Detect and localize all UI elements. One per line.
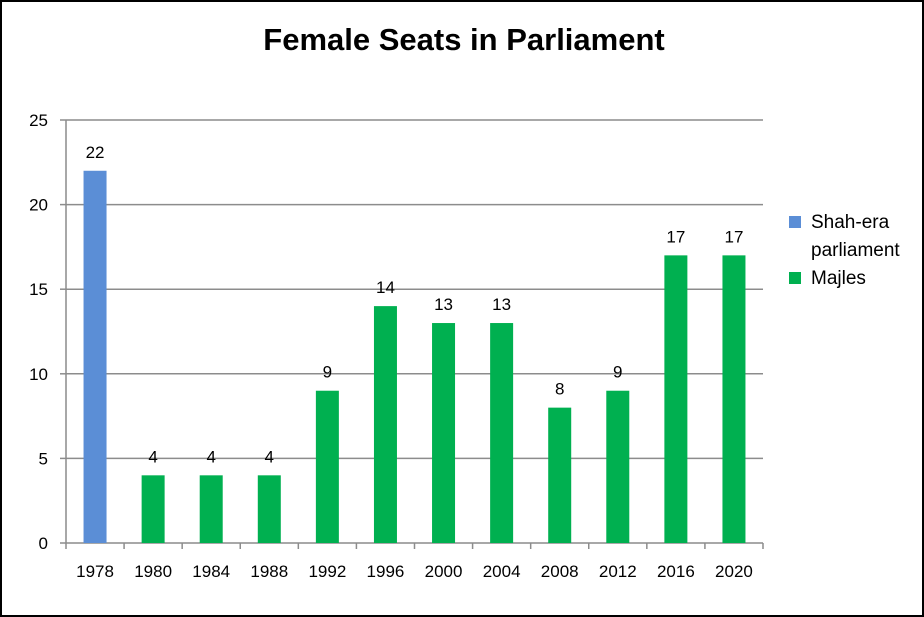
x-tick-label: 2008: [541, 562, 579, 581]
data-label: 17: [724, 227, 743, 246]
bar: [664, 255, 688, 544]
data-label: 22: [86, 143, 105, 162]
x-tick-label: 1984: [192, 562, 230, 581]
y-tick-label: 20: [29, 196, 48, 215]
x-tick-label: 2020: [715, 562, 753, 581]
y-tick-label: 25: [29, 111, 48, 130]
data-label: 4: [148, 447, 157, 466]
data-label: 4: [265, 447, 274, 466]
bar: [548, 407, 572, 543]
y-tick-label: 15: [29, 280, 48, 299]
chart-title: Female Seats in Parliament: [263, 22, 665, 57]
legend-label-shah-era-line2: parliament: [811, 240, 900, 261]
y-tick-label: 10: [29, 365, 48, 384]
bar: [722, 255, 746, 544]
data-label: 8: [555, 380, 564, 399]
legend-swatch-majles: [789, 272, 801, 284]
x-tick-label: 1992: [308, 562, 346, 581]
legend-swatch-shah-era: [789, 216, 801, 228]
bar: [257, 475, 281, 543]
data-label: 17: [666, 227, 685, 246]
bar: [83, 170, 107, 543]
bar: [432, 323, 456, 543]
bar: [141, 475, 165, 543]
x-tick-label: 1996: [367, 562, 405, 581]
data-label: 4: [206, 447, 215, 466]
y-tick-label: 0: [39, 534, 48, 553]
legend-label-shah-era-line1: Shah-era: [811, 212, 890, 233]
x-tick-label: 1980: [134, 562, 172, 581]
x-tick-label: 2012: [599, 562, 637, 581]
y-tick-label: 5: [39, 449, 48, 468]
bar: [606, 390, 630, 543]
legend-label-majles: Majles: [811, 268, 866, 289]
data-label: 14: [376, 278, 395, 297]
bar: [490, 323, 514, 543]
x-tick-label: 1978: [76, 562, 114, 581]
x-tick-label: 2000: [425, 562, 463, 581]
data-label: 9: [323, 363, 332, 382]
x-tick-label: 2004: [483, 562, 521, 581]
x-tick-label: 1988: [250, 562, 288, 581]
data-label: 9: [613, 363, 622, 382]
data-label: 13: [492, 295, 511, 314]
bar: [373, 306, 397, 543]
bar: [315, 390, 339, 543]
data-label: 13: [434, 295, 453, 314]
bar: [199, 475, 223, 543]
x-tick-label: 2016: [657, 562, 695, 581]
